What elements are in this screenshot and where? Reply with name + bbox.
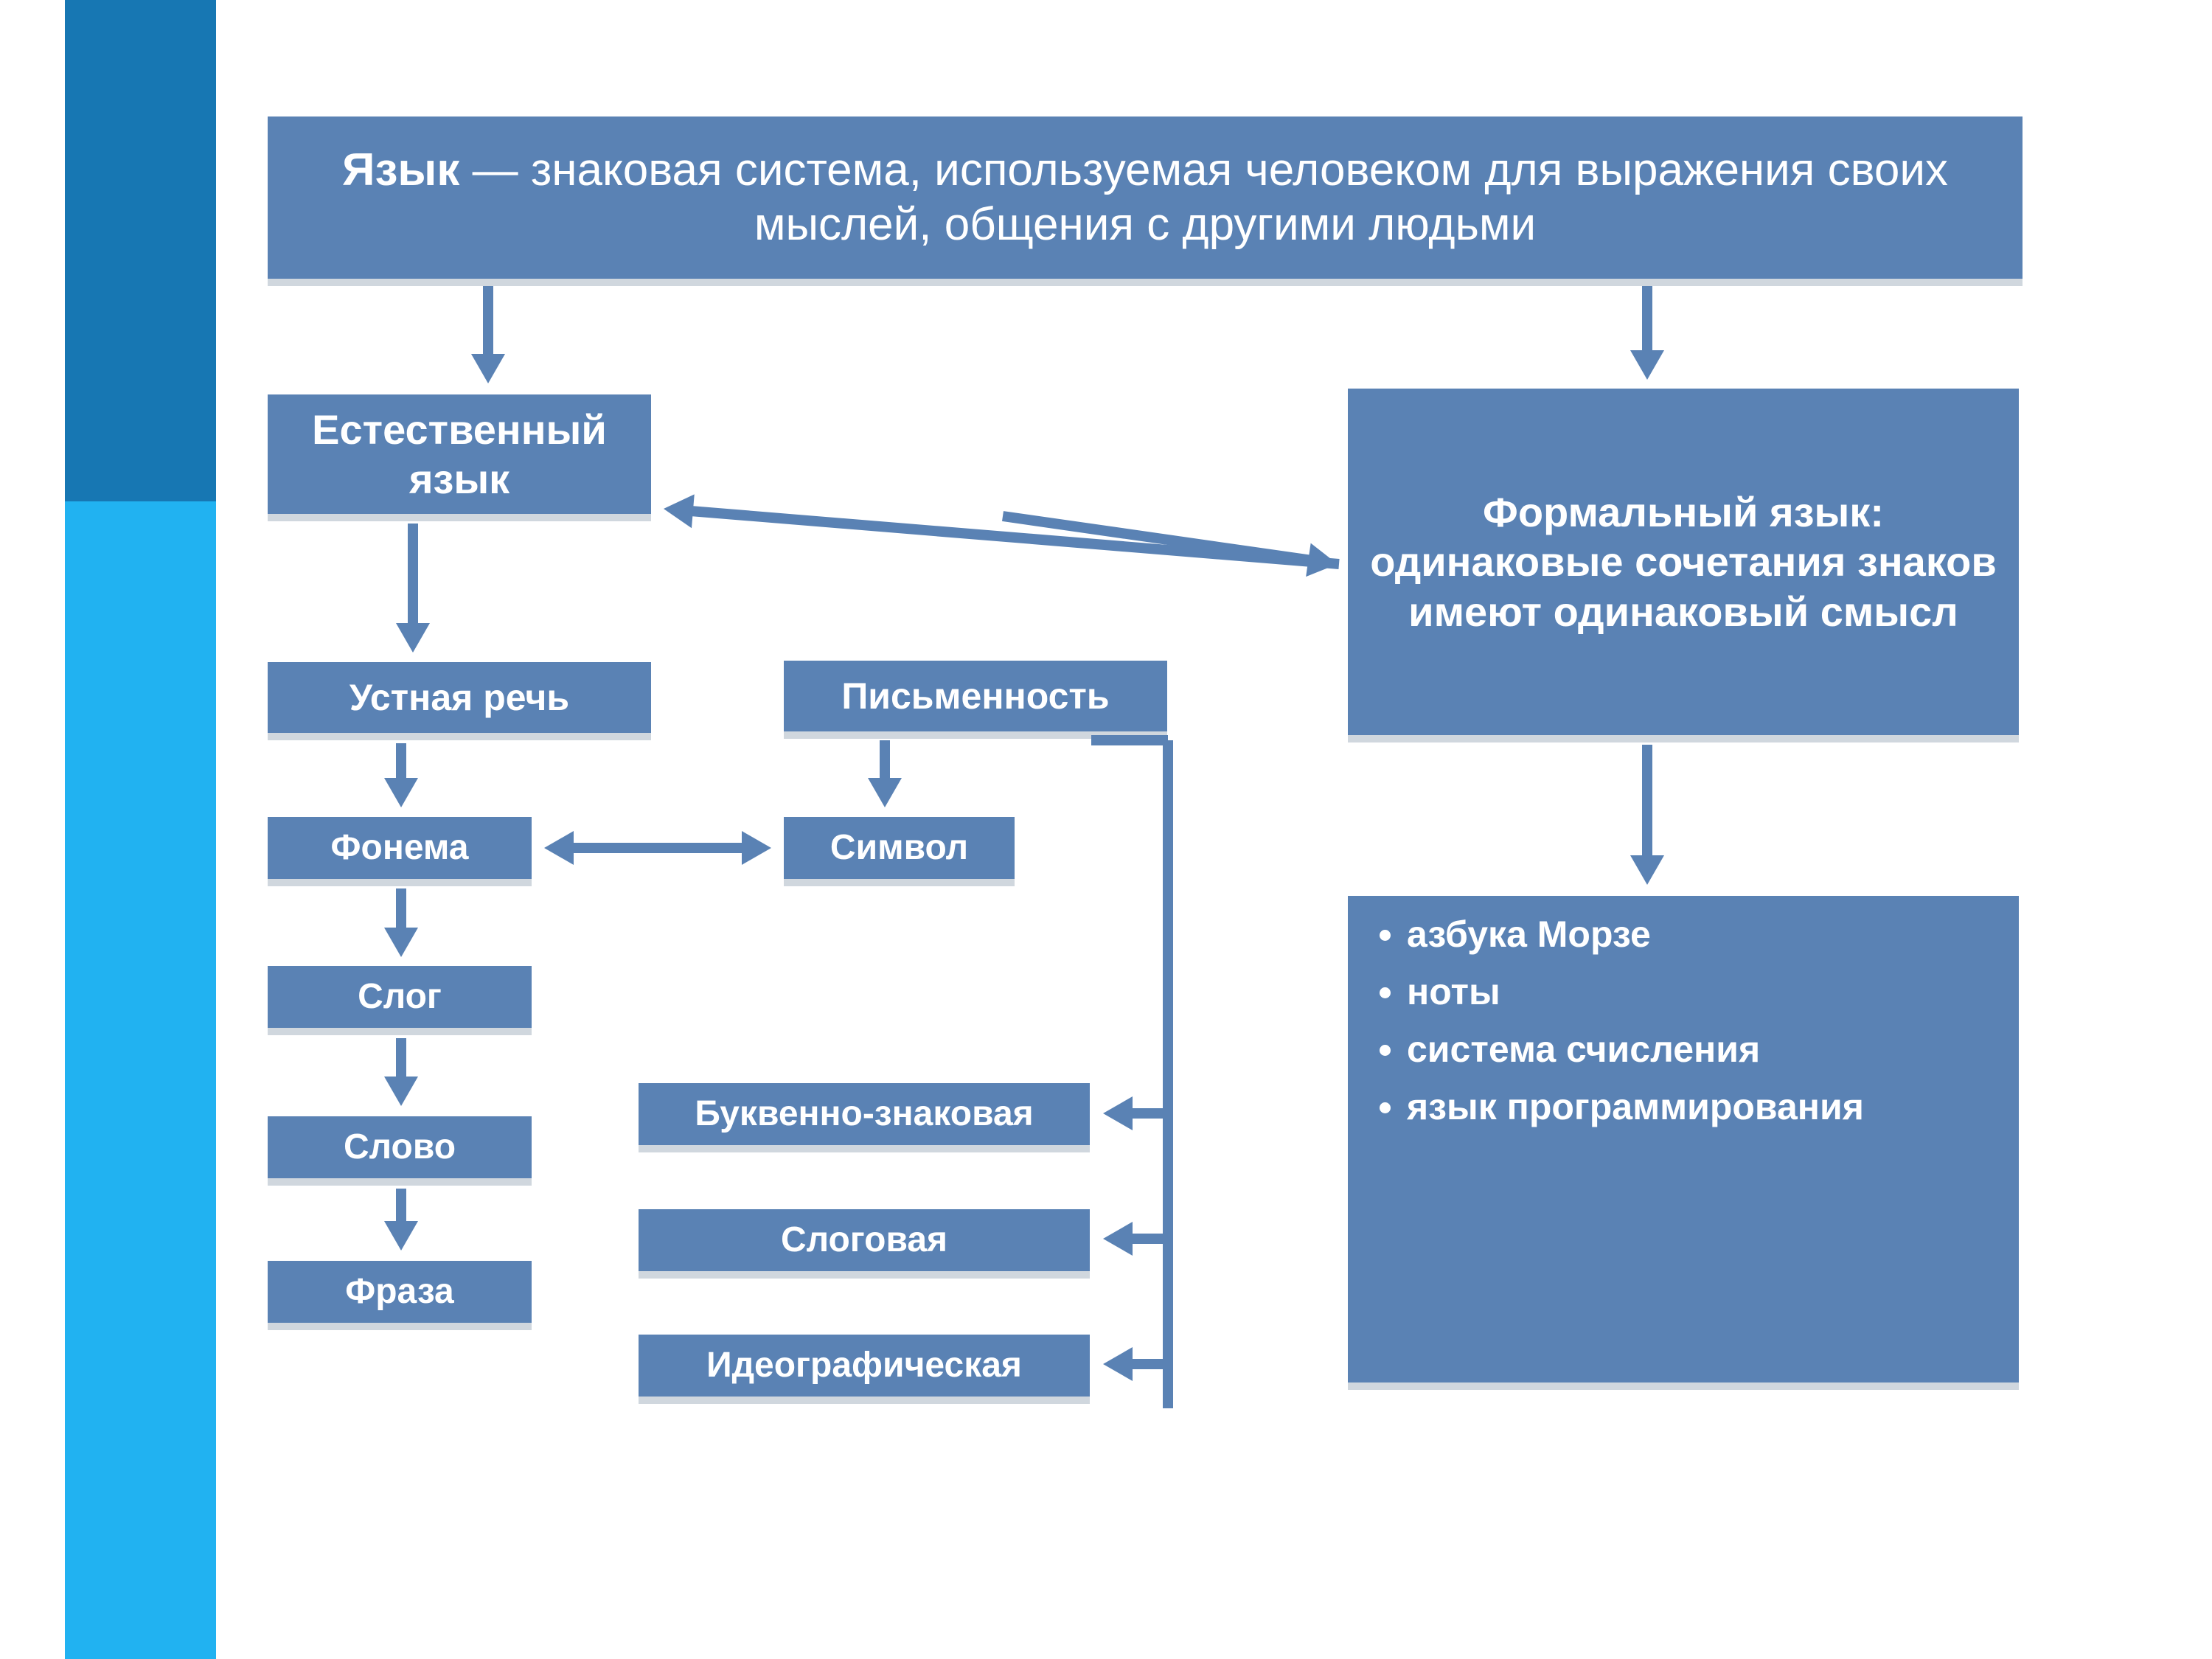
sidebar-accent-bottom: [65, 501, 216, 1659]
node-symbol: Символ: [784, 817, 1015, 879]
node-writing: Письменность: [784, 661, 1167, 731]
node-formal-examples: азбука Морзе ноты система счисления язык пр…: [1348, 896, 2019, 1382]
node-syllabic: Слоговая: [639, 1209, 1090, 1271]
sidebar-accent-top: [65, 0, 216, 501]
node-title: Язык — знаковая система, используемая че…: [268, 116, 2023, 279]
node-syllable: Слог: [268, 966, 532, 1028]
node-phrase: Фраза: [268, 1261, 532, 1323]
node-natural-language: Естественный язык: [268, 394, 651, 514]
node-ideographic: Идеографическая: [639, 1335, 1090, 1397]
title-bold: Язык: [342, 145, 459, 195]
node-phoneme: Фонема: [268, 817, 532, 879]
example-item: язык программирования: [1407, 1085, 1864, 1129]
example-item: система счисления: [1407, 1027, 1864, 1071]
node-word: Слово: [268, 1116, 532, 1178]
example-item: азбука Морзе: [1407, 912, 1864, 956]
example-item: ноты: [1407, 970, 1864, 1014]
node-oral-speech: Устная речь: [268, 662, 651, 733]
node-letter-sign: Буквенно-знаковая: [639, 1083, 1090, 1145]
node-formal-language: Формальный язык: одинаковые сочетания зн…: [1348, 389, 2019, 735]
title-rest: — знаковая система, используемая человек…: [459, 145, 1948, 250]
